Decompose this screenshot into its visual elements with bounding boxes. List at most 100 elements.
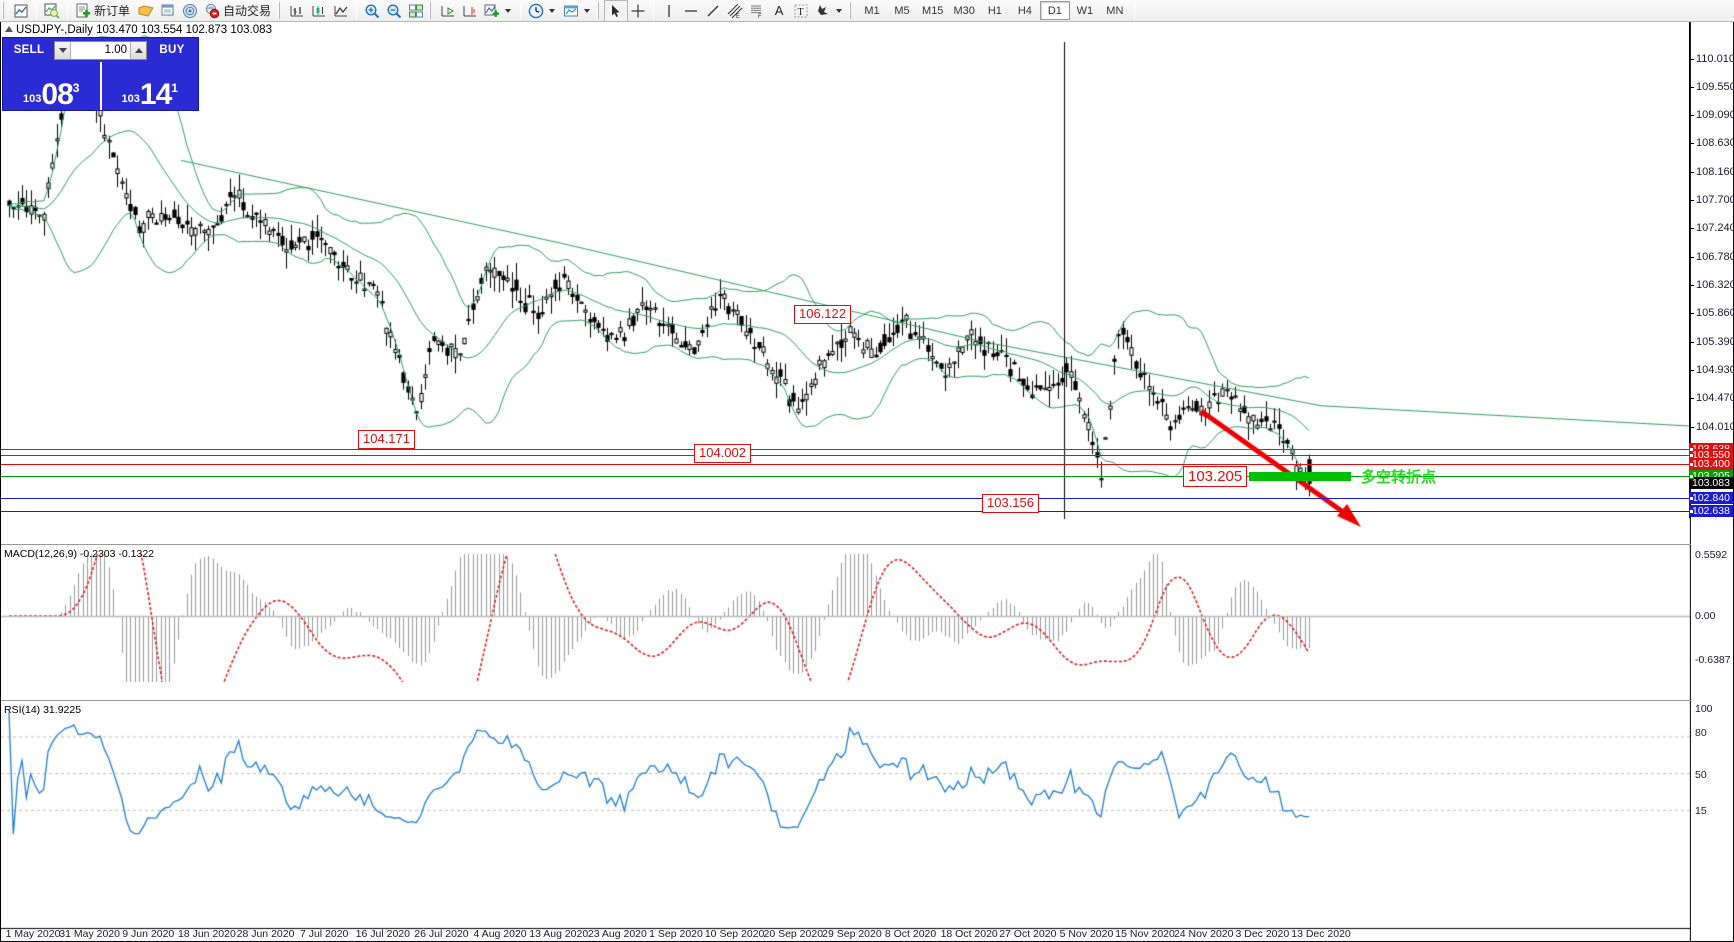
horizontal-line-tool[interactable]	[680, 1, 702, 21]
toolbar-grip-5[interactable]	[849, 2, 854, 19]
price-annotation[interactable]: 106.122	[794, 305, 851, 324]
lot-increase-button[interactable]	[130, 41, 146, 59]
level-line[interactable]	[1, 508, 1694, 514]
timeframe-h1[interactable]: H1	[987, 4, 1002, 17]
chevron-up-icon	[134, 47, 143, 53]
macd-tick: 0.5592	[1695, 549, 1728, 561]
terminal-icon[interactable]	[157, 1, 179, 21]
strategy-tester-icon[interactable]	[179, 1, 201, 21]
zoom-in-icon[interactable]	[361, 1, 383, 21]
magnifier-plus-icon	[364, 3, 380, 19]
cursor-tool[interactable]	[604, 0, 629, 22]
vertical-line-icon	[661, 3, 677, 19]
clock-icon	[528, 3, 544, 19]
price-scale[interactable]: 110.010 109.550 109.090 108.630 108.160 107.7…	[1689, 22, 1734, 518]
autotrading-button[interactable]: 自动交易	[201, 1, 276, 21]
buy-button[interactable]: BUY	[159, 44, 185, 56]
templates-icon[interactable]	[560, 1, 595, 21]
lot-decrease-button[interactable]	[55, 41, 71, 59]
chart-canvas[interactable]	[1, 22, 1691, 942]
new-order-button[interactable]: 新订单	[72, 1, 135, 21]
tile-windows-icon[interactable]	[405, 1, 427, 21]
sell-price[interactable]: 103 08 3	[3, 62, 102, 110]
price-tick: 106.320	[1690, 279, 1734, 291]
level-line[interactable]	[1, 462, 1694, 468]
macd-tick: -0.6387	[1695, 654, 1731, 666]
auto-scroll-icon[interactable]	[437, 1, 459, 21]
text-tool[interactable]: A	[768, 1, 790, 21]
sell-button[interactable]: SELL	[13, 44, 45, 56]
trendline-tool[interactable]	[702, 1, 724, 21]
date-tick: 7 Jul 2020	[299, 928, 349, 940]
line-chart-icon[interactable]	[330, 1, 352, 21]
level-line-handle[interactable]	[1689, 462, 1694, 468]
chevron-down-icon[interactable]	[584, 8, 591, 13]
candlestick-chart-icon[interactable]	[308, 1, 330, 21]
level-line[interactable]	[1, 447, 1694, 453]
horizontal-line-icon	[683, 3, 699, 19]
toolbar-grip-3[interactable]	[429, 2, 434, 19]
profiles-icon[interactable]	[41, 1, 63, 21]
equidistant-channel-tool[interactable]: E	[724, 1, 746, 21]
subwindow-separator[interactable]	[1, 700, 1691, 701]
level-line[interactable]	[1, 473, 1694, 479]
period-icon[interactable]	[525, 1, 560, 21]
date-scale[interactable]: 1 May 2020 31 May 2020 9 Jun 2020 18 Jun 20…	[1, 927, 1691, 941]
level-line-handle[interactable]	[1689, 496, 1694, 502]
vertical-line-tool[interactable]	[658, 1, 680, 21]
turning-point-annotation[interactable]: 多空转折点	[1361, 468, 1437, 486]
level-line-handle[interactable]	[1689, 473, 1694, 479]
separator	[653, 2, 655, 19]
chevron-down-icon[interactable]	[836, 8, 843, 13]
separator	[67, 2, 68, 19]
timeframe-m15[interactable]: M15	[922, 4, 944, 17]
date-tick: 13 Aug 2020	[529, 928, 589, 940]
new-chart-icon[interactable]	[10, 1, 32, 21]
shapes-tool[interactable]	[812, 1, 847, 21]
bar-chart-icon[interactable]	[286, 1, 308, 21]
separator	[36, 2, 37, 19]
cursor-icon	[608, 3, 624, 19]
level-line-handle[interactable]	[1689, 447, 1694, 453]
price-annotation[interactable]: 103.156	[982, 494, 1039, 513]
green-marker-bar[interactable]	[1249, 471, 1351, 481]
level-line[interactable]	[1, 452, 1694, 458]
level-line-handle[interactable]	[1689, 452, 1694, 458]
timeframe-m5[interactable]: M5	[894, 4, 910, 17]
level-line-handle[interactable]	[1689, 508, 1694, 514]
price-annotation[interactable]: 103.205	[1183, 466, 1248, 488]
line-chart-glyph	[333, 3, 349, 19]
toolbar-grip[interactable]	[2, 2, 6, 19]
timeframe-d1[interactable]: D1	[1039, 1, 1070, 20]
timeframe-m30[interactable]: M30	[953, 4, 975, 17]
chart-window[interactable]: USDJPY-,Daily 103.470 103.554 102.873 10…	[0, 22, 1734, 942]
buy-price[interactable]: 103 14 1	[102, 62, 199, 110]
level-line[interactable]	[1, 496, 1694, 502]
fibonacci-retracement-tool[interactable]: F	[746, 1, 768, 21]
mql5-icon[interactable]	[135, 1, 157, 21]
crosshair-tool[interactable]	[627, 1, 649, 21]
chart-shift-icon[interactable]	[459, 1, 481, 21]
timeframe-h4[interactable]: H4	[1017, 4, 1032, 17]
chevron-down-icon[interactable]	[505, 8, 512, 13]
one-click-trading-panel[interactable]: SELL 1.00 BUY 103 08 3 103 14 1	[2, 37, 199, 111]
subwindow-title-rsi: RSI(14) 31.9225	[4, 704, 82, 716]
price-badge: 102.638	[1689, 504, 1733, 517]
lot-size-value[interactable]: 1.00	[104, 43, 127, 56]
fibonacci-icon: F	[749, 3, 765, 20]
toolbar-grip-2[interactable]	[278, 2, 283, 19]
indicators-icon[interactable]	[481, 1, 516, 21]
subwindow-separator[interactable]	[1, 544, 1691, 545]
toolbar-grip-4[interactable]	[597, 2, 602, 19]
price-badge: 103.400	[1689, 458, 1733, 471]
price-annotation[interactable]: 104.002	[694, 444, 751, 463]
lot-size-stepper[interactable]: 1.00	[54, 40, 147, 60]
text-label-tool[interactable]: T	[790, 1, 812, 21]
chevron-down-icon[interactable]	[549, 8, 556, 13]
zoom-out-icon[interactable]	[383, 1, 405, 21]
timeframe-m1[interactable]: M1	[864, 4, 880, 17]
price-annotation[interactable]: 104.171	[358, 430, 415, 449]
timeframe-mn[interactable]: MN	[1106, 4, 1124, 17]
auto-scroll-glyph	[440, 3, 456, 19]
timeframe-w1[interactable]: W1	[1076, 4, 1094, 17]
